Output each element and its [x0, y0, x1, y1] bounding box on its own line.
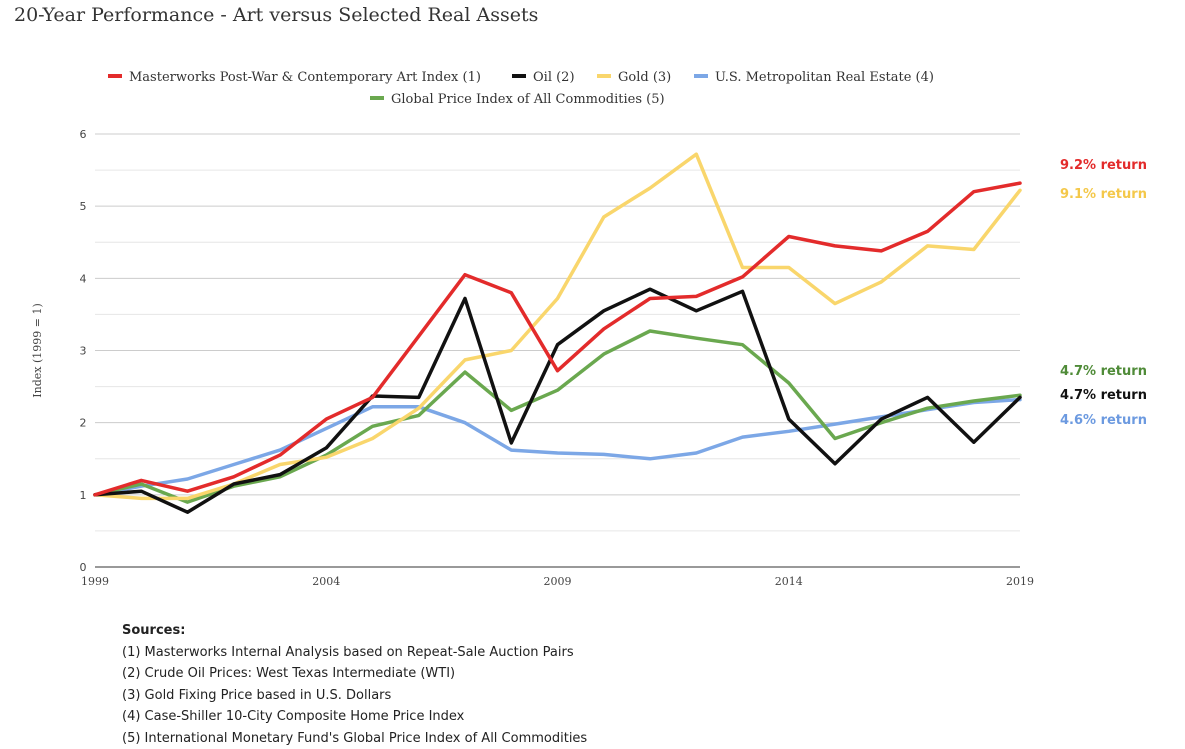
x-tick-label: 2014: [775, 575, 803, 588]
legend-label-2: Oil (2): [533, 70, 575, 85]
return-labels: 9.2% return 9.1% return 4.7% return 4.7% re…: [1060, 158, 1147, 428]
y-tick-label: 0: [80, 561, 87, 574]
series-line-2: [95, 289, 1020, 512]
y-tick-label: 2: [80, 417, 87, 430]
return-label-2: 4.7% return: [1060, 388, 1147, 403]
line-chart: 0 1 2 3 4 5 6 1999 2004 2009 2014 2019 Index (1999 =…: [0, 0, 1185, 610]
sources-block: Sources: (1) Masterworks Internal Analys…: [122, 620, 587, 749]
x-tick-label: 2004: [312, 575, 340, 588]
y-axis-label: Index (1999 = 1): [31, 303, 44, 397]
grid: [95, 134, 1020, 531]
source-item-2: (2) Crude Oil Prices: West Texas Interme…: [122, 663, 587, 685]
x-tick-label: 1999: [81, 575, 109, 588]
return-label-5: 4.7% return: [1060, 364, 1147, 379]
source-item-1: (1) Masterworks Internal Analysis based …: [122, 642, 587, 664]
source-item-5: (5) International Monetary Fund's Global…: [122, 728, 587, 749]
axes: 0 1 2 3 4 5 6 1999 2004 2009 2014 2019 Index (1999 =…: [31, 128, 1034, 588]
return-label-4: 4.6% return: [1060, 413, 1147, 428]
source-item-3: (3) Gold Fixing Price based in U.S. Doll…: [122, 685, 587, 707]
legend-label-1: Masterworks Post-War & Contemporary Art …: [129, 70, 481, 85]
y-tick-label: 1: [80, 489, 87, 502]
y-tick-label: 5: [80, 200, 87, 213]
source-item-4: (4) Case-Shiller 10-City Composite Home …: [122, 706, 587, 728]
x-tick-label: 2019: [1006, 575, 1034, 588]
y-tick-label: 3: [80, 345, 87, 358]
y-tick-label: 6: [80, 128, 87, 141]
x-tick-label: 2009: [544, 575, 572, 588]
return-label-3: 9.1% return: [1060, 187, 1147, 202]
series-line-4: [95, 400, 1020, 495]
legend-label-5: Global Price Index of All Commodities (5…: [391, 92, 665, 107]
y-tick-label: 4: [80, 272, 87, 285]
legend-label-3: Gold (3): [618, 70, 671, 85]
legend: Masterworks Post-War & Contemporary Art …: [108, 70, 934, 107]
series-line-1: [95, 183, 1020, 495]
legend-label-4: U.S. Metropolitan Real Estate (4): [715, 70, 934, 85]
return-label-1: 9.2% return: [1060, 158, 1147, 173]
sources-heading: Sources:: [122, 620, 587, 642]
